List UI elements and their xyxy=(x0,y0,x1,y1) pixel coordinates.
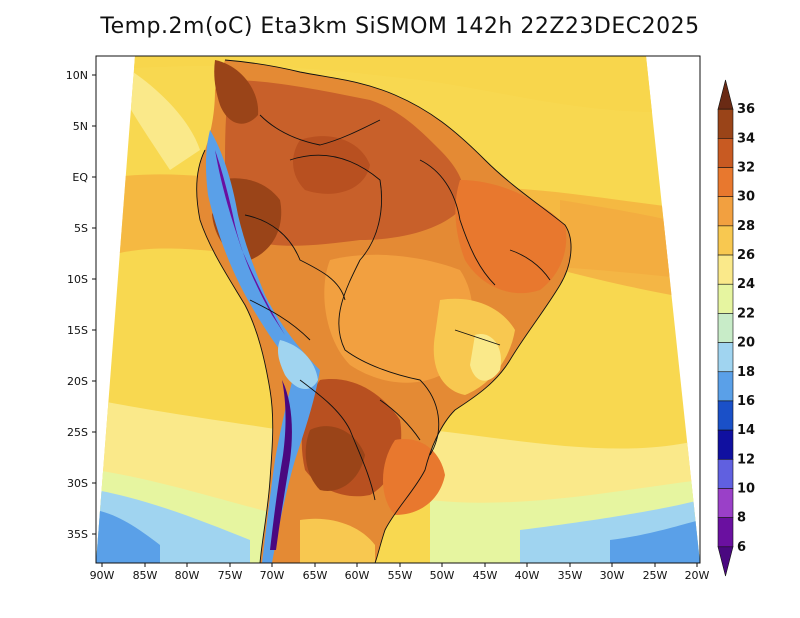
colorbar-label: 28 xyxy=(737,219,755,234)
colorbar-swatch xyxy=(717,488,734,518)
colombia-hot xyxy=(214,60,259,124)
colorbar-label: 26 xyxy=(737,248,755,263)
lon-label: 65W xyxy=(303,569,328,582)
colorbar-swatch xyxy=(717,225,734,256)
lat-label: 20S xyxy=(67,375,88,388)
colorbar-label: 20 xyxy=(737,336,755,351)
colorbar-swatch xyxy=(717,313,734,343)
colorbar-swatch xyxy=(717,371,734,402)
country-borders xyxy=(196,59,572,563)
colorbar-label: 8 xyxy=(737,511,746,526)
lon-label: 55W xyxy=(388,569,413,582)
colorbar-label: 34 xyxy=(737,131,755,146)
lat-label: 30S xyxy=(67,477,88,490)
colorbar: 36 34 32 30 28 26 24 22 20 18 16 14 12 10 8 6 xyxy=(717,79,755,577)
argentina-core xyxy=(305,426,365,491)
latitude-axis: 10N 5N EQ 5S 10S 15S 20S 25S 30S 35S xyxy=(66,69,96,541)
lon-label: 25W xyxy=(643,569,668,582)
lon-label: 40W xyxy=(515,569,540,582)
colorbar-swatch xyxy=(717,167,734,198)
colorbar-label: 14 xyxy=(737,423,755,438)
map-title: Temp.2m(oC) Eta3km SiSMOM 142h 22Z23DEC2… xyxy=(100,14,700,39)
colorbar-label: 32 xyxy=(737,161,755,176)
pacific-north-pale xyxy=(120,70,200,170)
lat-label: 10N xyxy=(66,69,88,82)
lon-label: 90W xyxy=(90,569,115,582)
colorbar-label: 10 xyxy=(737,481,755,496)
colorbar-label: 12 xyxy=(737,452,755,467)
lon-label: 45W xyxy=(473,569,498,582)
colorbar-label: 6 xyxy=(737,540,746,555)
lon-label: 20W xyxy=(685,569,710,582)
colorbar-swatch xyxy=(717,138,734,168)
colorbar-swatch xyxy=(717,517,734,548)
map-field xyxy=(96,56,700,563)
patagonia xyxy=(300,518,375,563)
lon-label: 85W xyxy=(133,569,158,582)
lon-label: 80W xyxy=(175,569,200,582)
south-brazil xyxy=(382,439,445,515)
atlantic-cold xyxy=(610,520,700,563)
northeast-brazil xyxy=(455,180,567,294)
colorbar-label: 24 xyxy=(737,277,755,292)
altiplano xyxy=(277,340,318,390)
lon-label: 60W xyxy=(345,569,370,582)
map-frame xyxy=(95,55,701,564)
north-ocean xyxy=(96,56,700,113)
lon-label: 75W xyxy=(218,569,243,582)
colorbar-swatch xyxy=(717,546,734,577)
lat-label: 5N xyxy=(73,120,88,133)
lat-label: 25S xyxy=(67,426,88,439)
pacific-cold xyxy=(96,510,160,563)
colorbar-label: 18 xyxy=(737,365,755,380)
colorbar-label: 30 xyxy=(737,190,755,205)
lat-label: EQ xyxy=(72,171,88,184)
colorbar-swatch xyxy=(717,108,734,139)
colorbar-swatch xyxy=(717,342,734,373)
lon-label: 35W xyxy=(558,569,583,582)
colorbar-swatch xyxy=(717,254,734,285)
colorbar-swatch xyxy=(717,196,734,227)
lat-label: 15S xyxy=(67,324,88,337)
colorbar-label: 36 xyxy=(737,102,755,117)
colorbar-label: 22 xyxy=(737,306,755,321)
colorbar-swatch xyxy=(717,283,734,314)
andes-cold xyxy=(205,130,320,563)
colorbar-swatch xyxy=(717,458,734,489)
colorbar-swatch xyxy=(717,79,734,110)
colorbar-label: 16 xyxy=(737,394,755,409)
highland-pale xyxy=(470,334,501,381)
lat-label: 35S xyxy=(67,528,88,541)
lon-label: 50W xyxy=(430,569,455,582)
amazon-core xyxy=(293,136,370,194)
lon-label: 30W xyxy=(600,569,625,582)
andes-south-coldest xyxy=(270,380,292,550)
lat-label: 5S xyxy=(74,222,88,235)
lat-label: 10S xyxy=(67,273,88,286)
lon-label: 70W xyxy=(260,569,285,582)
longitude-axis: 90W 85W 80W 75W 70W 65W 60W 55W 50W 45W … xyxy=(90,563,710,582)
colorbar-swatch xyxy=(717,400,734,431)
colorbar-swatch xyxy=(717,429,734,460)
